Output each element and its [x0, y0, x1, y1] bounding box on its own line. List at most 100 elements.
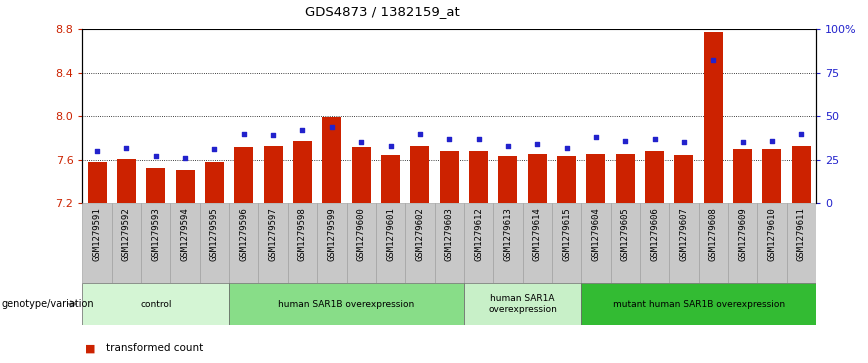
- Text: GSM1279595: GSM1279595: [210, 207, 219, 261]
- Text: GSM1279610: GSM1279610: [767, 207, 776, 261]
- Point: [765, 138, 779, 143]
- Bar: [757, 203, 786, 283]
- Bar: [352, 147, 371, 203]
- Bar: [376, 203, 405, 283]
- Text: human SAR1B overexpression: human SAR1B overexpression: [279, 299, 415, 309]
- Bar: [704, 32, 723, 203]
- Text: GSM1279612: GSM1279612: [474, 207, 483, 261]
- Text: human SAR1A
overexpression: human SAR1A overexpression: [488, 294, 557, 314]
- Point: [354, 139, 368, 145]
- Bar: [435, 203, 464, 283]
- Bar: [381, 155, 400, 203]
- Point: [266, 132, 280, 138]
- Bar: [229, 203, 259, 283]
- Bar: [498, 156, 517, 203]
- Bar: [293, 140, 312, 203]
- Bar: [464, 283, 582, 325]
- Bar: [762, 149, 781, 203]
- Bar: [112, 203, 141, 283]
- Bar: [699, 203, 728, 283]
- Text: control: control: [140, 299, 172, 309]
- Bar: [557, 156, 576, 203]
- Text: GSM1279604: GSM1279604: [591, 207, 601, 261]
- Bar: [117, 159, 136, 203]
- Text: GDS4873 / 1382159_at: GDS4873 / 1382159_at: [305, 5, 459, 19]
- Bar: [493, 203, 523, 283]
- Bar: [645, 151, 664, 203]
- Bar: [411, 146, 430, 203]
- Text: GSM1279593: GSM1279593: [151, 207, 161, 261]
- Point: [471, 136, 485, 142]
- Bar: [346, 203, 376, 283]
- Text: GSM1279591: GSM1279591: [93, 207, 102, 261]
- Bar: [610, 203, 640, 283]
- Point: [149, 153, 163, 159]
- Point: [530, 141, 544, 147]
- Bar: [440, 151, 458, 203]
- Text: GSM1279609: GSM1279609: [738, 207, 747, 261]
- Text: GSM1279602: GSM1279602: [416, 207, 424, 261]
- Point: [677, 139, 691, 145]
- Text: genotype/variation: genotype/variation: [2, 299, 95, 309]
- Point: [384, 143, 398, 149]
- Text: GSM1279597: GSM1279597: [269, 207, 278, 261]
- Point: [735, 139, 749, 145]
- Text: GSM1279606: GSM1279606: [650, 207, 659, 261]
- Point: [648, 136, 661, 142]
- Bar: [786, 203, 816, 283]
- Bar: [317, 203, 346, 283]
- Point: [295, 127, 309, 133]
- Bar: [264, 146, 283, 203]
- Point: [618, 138, 632, 143]
- Bar: [175, 170, 194, 203]
- Bar: [170, 203, 200, 283]
- Text: GSM1279614: GSM1279614: [533, 207, 542, 261]
- Point: [589, 134, 602, 140]
- Text: GSM1279594: GSM1279594: [181, 207, 189, 261]
- Bar: [464, 203, 493, 283]
- Text: GSM1279605: GSM1279605: [621, 207, 629, 261]
- Bar: [640, 203, 669, 283]
- Bar: [322, 117, 341, 203]
- Bar: [728, 203, 757, 283]
- Point: [325, 124, 339, 130]
- Bar: [141, 203, 170, 283]
- Point: [120, 144, 134, 150]
- Point: [90, 148, 104, 154]
- Text: mutant human SAR1B overexpression: mutant human SAR1B overexpression: [613, 299, 785, 309]
- Bar: [528, 154, 547, 203]
- Bar: [200, 203, 229, 283]
- Text: GSM1279613: GSM1279613: [503, 207, 512, 261]
- Point: [207, 146, 221, 152]
- Text: ■: ■: [85, 343, 95, 354]
- Bar: [82, 283, 229, 325]
- Point: [707, 57, 720, 63]
- Bar: [88, 162, 107, 203]
- Bar: [552, 203, 582, 283]
- Bar: [733, 149, 752, 203]
- Bar: [229, 283, 464, 325]
- Text: GSM1279615: GSM1279615: [562, 207, 571, 261]
- Text: GSM1279599: GSM1279599: [327, 207, 336, 261]
- Text: transformed count: transformed count: [106, 343, 203, 354]
- Bar: [587, 154, 605, 203]
- Bar: [147, 168, 165, 203]
- Point: [413, 131, 427, 136]
- Text: GSM1279611: GSM1279611: [797, 207, 806, 261]
- Bar: [523, 203, 552, 283]
- Bar: [582, 203, 610, 283]
- Bar: [288, 203, 317, 283]
- Text: GSM1279607: GSM1279607: [680, 207, 688, 261]
- Bar: [234, 147, 253, 203]
- Bar: [469, 151, 488, 203]
- Bar: [259, 203, 288, 283]
- Text: GSM1279601: GSM1279601: [386, 207, 395, 261]
- Point: [794, 131, 808, 136]
- Text: GSM1279592: GSM1279592: [122, 207, 131, 261]
- Text: GSM1279608: GSM1279608: [709, 207, 718, 261]
- Bar: [205, 162, 224, 203]
- Point: [237, 131, 251, 136]
- Text: GSM1279600: GSM1279600: [357, 207, 365, 261]
- Text: GSM1279598: GSM1279598: [298, 207, 307, 261]
- Bar: [674, 155, 694, 203]
